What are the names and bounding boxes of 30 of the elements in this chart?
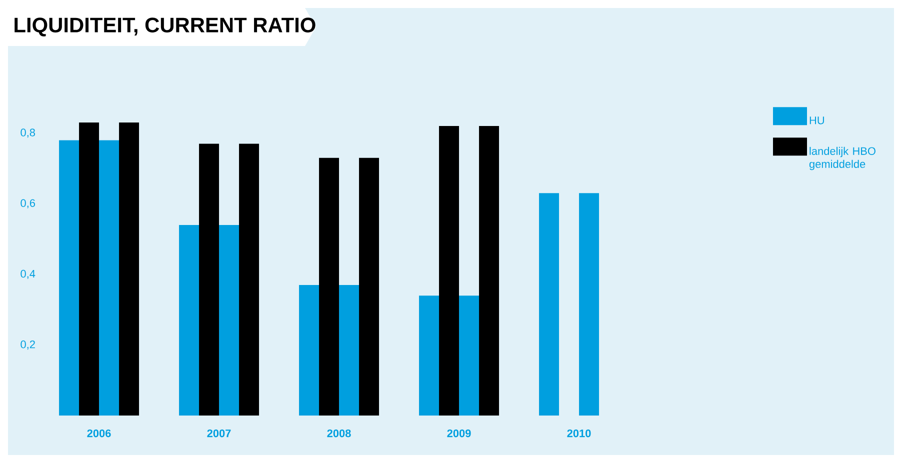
y-tick-label: 0,6 [20, 199, 36, 208]
bar [99, 140, 120, 416]
bar [179, 224, 200, 416]
x-tick-label: 2006 [87, 429, 111, 438]
bar [239, 144, 260, 416]
bar [319, 158, 340, 416]
bar [219, 224, 240, 416]
x-tick-label: 2007 [207, 429, 231, 438]
legend-label: landelijk HBO gemiddelde [809, 146, 876, 170]
bar [119, 122, 140, 416]
bar [299, 285, 320, 416]
bar [339, 285, 360, 416]
bar [79, 122, 100, 416]
bar [359, 158, 380, 416]
bar [59, 140, 80, 416]
bar [479, 126, 500, 416]
y-tick-label: 0,8 [20, 128, 36, 138]
x-tick-label: 2008 [327, 429, 351, 438]
bar [539, 193, 560, 416]
bar [579, 193, 600, 416]
y-tick-label: 0,2 [20, 340, 35, 350]
legend-label: HU [810, 116, 824, 124]
x-tick-label: 2010 [567, 429, 591, 438]
bar [439, 126, 460, 416]
y-tick-label: 0,4 [20, 270, 36, 279]
bar [199, 144, 220, 416]
x-tick-label: 2009 [447, 429, 471, 438]
bar [419, 296, 440, 416]
bar [459, 296, 480, 416]
chart-title: LIQUIDITEIT, CURRENT RATIO [14, 18, 316, 36]
